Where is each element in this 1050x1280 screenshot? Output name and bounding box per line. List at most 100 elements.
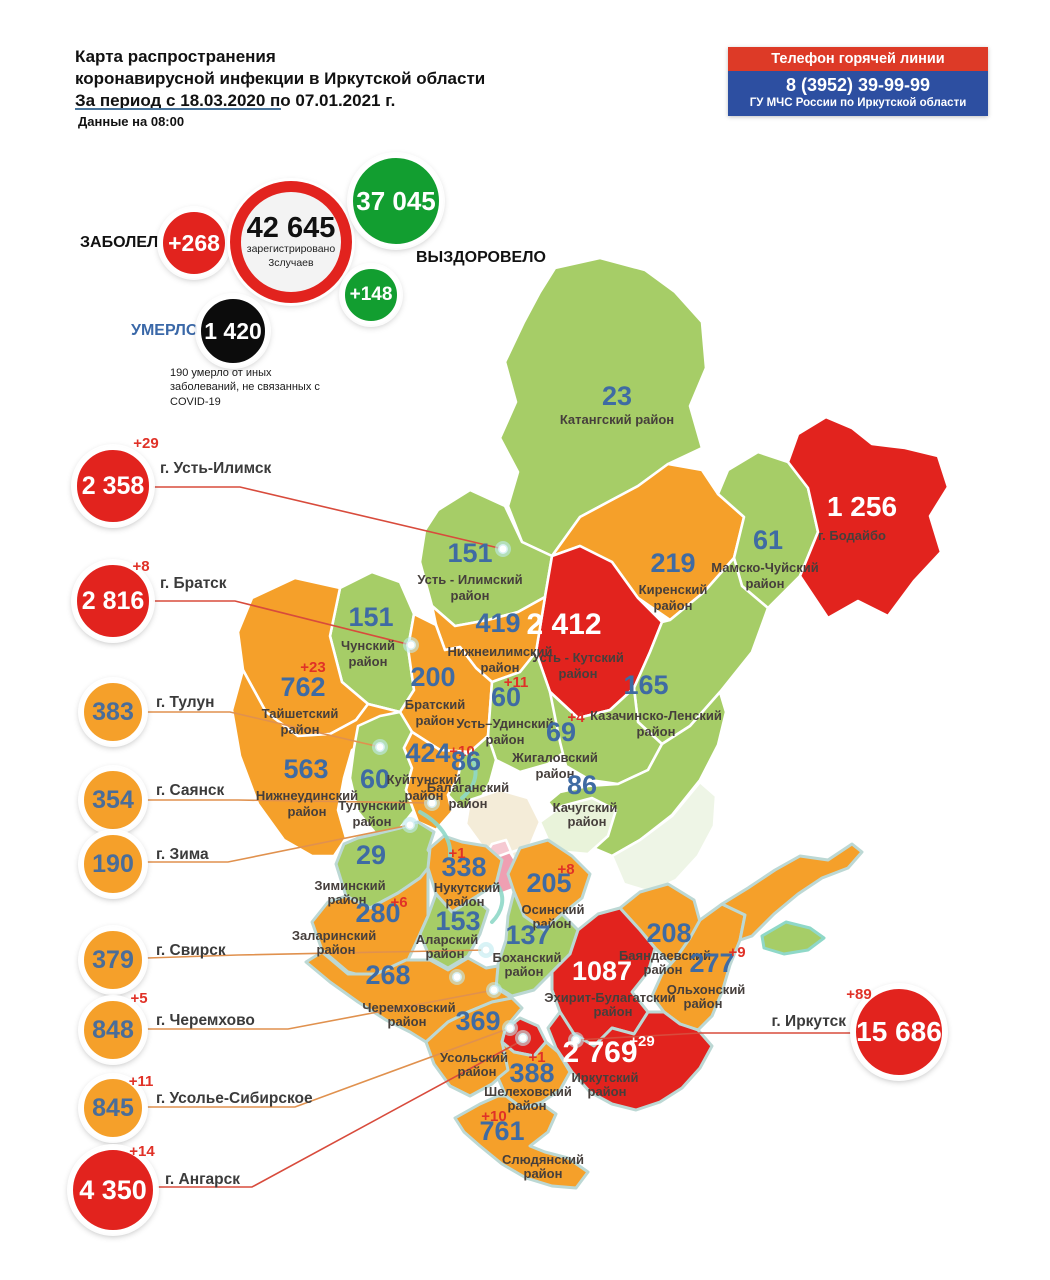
district-value-shelekhovsky: 388 bbox=[509, 1058, 554, 1088]
recovered-delta-value: +148 bbox=[349, 284, 393, 305]
district-name-irkutsky-0: Иркутский bbox=[571, 1070, 638, 1085]
district-name-nizhneilimsky-0: Нижнеилимский bbox=[447, 644, 552, 659]
pale-area-4 bbox=[610, 780, 718, 894]
title-underline bbox=[75, 108, 281, 110]
district-name-bokhansky-1: район bbox=[505, 964, 544, 979]
district-shape-slyudyansky bbox=[453, 1094, 590, 1190]
district-delta-olkhonsky: +9 bbox=[728, 944, 745, 961]
hotline-org: ГУ МЧС России по Иркутской области bbox=[749, 97, 967, 109]
district-value-nukutsky: 338 bbox=[441, 852, 486, 882]
leader-line-cheremkhovo bbox=[147, 989, 495, 1030]
city-circle-usolye: 845 bbox=[80, 1075, 146, 1141]
district-delta-shelekhovsky: +1 bbox=[528, 1049, 545, 1066]
district-name-ekhirit-bulagatsky-1: район bbox=[594, 1004, 633, 1019]
city-circle-zima: 190 bbox=[80, 831, 146, 897]
district-name-nizhneilimsky-1: район bbox=[481, 660, 520, 675]
district-name-cheremkhovsky-0: Черемховский bbox=[362, 1000, 455, 1015]
district-name-chunsky-0: Чунский bbox=[341, 638, 395, 653]
district-value-katangsky: 23 bbox=[602, 381, 632, 411]
district-name-osinsky-1: район bbox=[533, 916, 572, 931]
city-circle-ust-ilimsk: 2 358 bbox=[73, 446, 153, 526]
district-shape-shelekhovsky bbox=[496, 1040, 572, 1110]
river-3 bbox=[490, 884, 505, 924]
title-line-3: За период с 18.03.2020 по 07.01.2021 г. bbox=[75, 90, 396, 110]
district-name-olkhonsky-0: Ольхонский bbox=[667, 982, 746, 997]
city-name-angarsk: г. Ангарск bbox=[165, 1171, 240, 1188]
city-dot-8 bbox=[505, 1023, 515, 1033]
district-value-bodaibo: 1 256 bbox=[827, 491, 897, 522]
district-name-shelekhovsky-0: Шелеховский bbox=[484, 1084, 572, 1099]
district-name-ust-ilimsky-1: район bbox=[451, 588, 490, 603]
infected-delta-circle: +268 bbox=[159, 208, 229, 278]
district-delta-zhigalovsky: +4 bbox=[567, 709, 585, 726]
district-name-ust-kutsky-1: район bbox=[559, 666, 598, 681]
city-dot-2 bbox=[375, 742, 385, 752]
district-name-balagansky-1: район bbox=[449, 796, 488, 811]
district-name-ziminsky-0: Зиминский bbox=[314, 878, 385, 893]
district-name-alarsky-0: Аларский bbox=[416, 932, 479, 947]
river-1 bbox=[460, 754, 478, 800]
district-value-kazachinsko-lensky: 165 bbox=[623, 670, 668, 700]
leader-line-ust-ilimsk bbox=[153, 486, 504, 550]
city-dot-10 bbox=[571, 1035, 581, 1045]
district-name-balagansky-0: Балаганский bbox=[427, 780, 509, 795]
district-value-taishetsky: 762 bbox=[280, 672, 325, 702]
district-name-zalarinsky-1: район bbox=[317, 942, 356, 957]
district-name-ekhirit-bulagatsky-0: Эхирит-Булагатский bbox=[544, 990, 675, 1005]
registered-total-circle: 42 645 зарегистрировано 3случаев bbox=[230, 181, 352, 303]
leader-line-angarsk bbox=[155, 1039, 524, 1188]
district-name-ust-udinsky-0: Усть–Удинский bbox=[456, 716, 553, 731]
district-name-tulunsky-1: район bbox=[353, 814, 392, 829]
died-total-value: 1 420 bbox=[204, 317, 262, 344]
district-name-nukutsky-1: район bbox=[446, 894, 485, 909]
city-circle-sayansk: 354 bbox=[80, 767, 146, 833]
registered-caption-1: зарегистрировано bbox=[246, 243, 336, 256]
infected-label: ЗАБОЛЕЛО bbox=[80, 234, 171, 251]
district-name-slyudyansky-1: район bbox=[524, 1166, 563, 1181]
district-name-cheremkhovsky-1: район bbox=[388, 1014, 427, 1029]
district-name-olkhonsky-1: район bbox=[684, 996, 723, 1011]
leader-line-irkutsk bbox=[575, 1032, 851, 1041]
district-delta-taishetsky: +23 bbox=[300, 659, 325, 676]
hotline-box: Телефон горячей линии 8 (3952) 39-99-99 … bbox=[728, 47, 988, 116]
district-shape-nizhneudinsky bbox=[230, 668, 412, 858]
district-name-slyudyansky-0: Слюдянский bbox=[502, 1152, 584, 1167]
hotline-body: 8 (3952) 39-99-99 ГУ МЧС России по Иркут… bbox=[728, 71, 988, 116]
district-value-kirensky: 219 bbox=[650, 548, 695, 578]
district-delta-osinsky: +8 bbox=[557, 861, 574, 878]
district-name-taishetsky-0: Тайшетский bbox=[262, 706, 339, 721]
river-2 bbox=[418, 810, 453, 858]
district-name-bodaibo-0: г. Бодайбо bbox=[818, 528, 886, 543]
district-name-nukutsky-0: Нукутский bbox=[434, 880, 500, 895]
district-value-ust-udinsky: 60 bbox=[491, 682, 521, 712]
city-delta-cheremkhovo: +5 bbox=[130, 990, 148, 1007]
district-name-irkutsky-1: район bbox=[588, 1084, 627, 1099]
district-name-ust-kutsky-0: Усть - Кутский bbox=[532, 650, 624, 665]
district-value-bayandaevsky: 208 bbox=[646, 918, 691, 948]
city-name-irkutsk: г. Иркутск bbox=[771, 1013, 846, 1030]
district-name-bayandaevsky-1: район bbox=[644, 962, 683, 977]
district-name-shelekhovsky-1: район bbox=[508, 1098, 547, 1113]
district-value-ust-kutsky: 2 412 bbox=[526, 608, 601, 641]
district-name-mamsko-chuysky-0: Мамско-Чуйский bbox=[711, 560, 819, 575]
leader-line-svirsk bbox=[146, 949, 487, 959]
district-value-ekhirit-bulagatsky: 1087 bbox=[572, 956, 632, 986]
city-name-bratsk: г. Братск bbox=[160, 575, 227, 592]
district-delta-ust-udinsky: +11 bbox=[504, 674, 529, 691]
district-value-nizhneudinsky: 563 bbox=[283, 754, 328, 784]
district-value-zalarinsky: 280 bbox=[355, 898, 400, 928]
district-value-ziminsky: 29 bbox=[356, 840, 386, 870]
district-shape-alarsky bbox=[418, 892, 490, 970]
city-dot-0 bbox=[498, 544, 508, 554]
city-delta-ust-ilimsk: +29 bbox=[133, 435, 159, 452]
city-circle-bratsk: 2 816 bbox=[73, 561, 153, 641]
city-dot-5 bbox=[481, 945, 491, 955]
leader-line-sayansk bbox=[147, 799, 433, 804]
district-value-olkhonsky: 277 bbox=[689, 948, 734, 978]
district-value-bokhansky: 137 bbox=[505, 920, 550, 950]
district-name-ust-ilimsky-0: Усть - Илимский bbox=[417, 572, 522, 587]
registered-caption-2: 3случаев bbox=[268, 256, 314, 269]
page-title: Карта распространения коронавирусной инф… bbox=[75, 46, 485, 111]
